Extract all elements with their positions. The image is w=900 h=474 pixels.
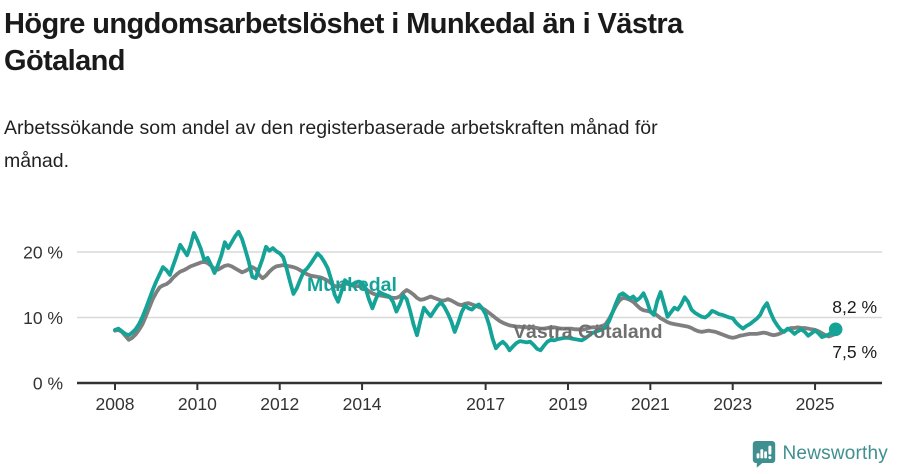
series-label-munkedal: Munkedal	[307, 274, 397, 296]
newsworthy-bubble-icon	[752, 441, 775, 468]
series-label-v-stra-g-taland: Västra Götaland	[513, 321, 663, 343]
y-tick-label: 10 %	[23, 308, 63, 328]
end-value-label: 8,2 %	[832, 297, 877, 317]
brand-name: Newsworthy	[782, 443, 888, 464]
x-tick-label: 2012	[260, 394, 299, 414]
page-subtitle: Arbetssökande som andel av den registerb…	[4, 117, 658, 173]
x-tick-label: 2014	[343, 394, 382, 414]
newsworthy-logo: Newsworthy	[752, 440, 888, 468]
x-tick-label: 2021	[631, 394, 670, 414]
y-tick-label: 20 %	[23, 243, 63, 263]
series-end-dot	[828, 322, 843, 337]
x-tick-label: 2023	[713, 394, 752, 414]
page-title: Högre ungdomsarbetslöshet i Munkedal än …	[4, 8, 683, 78]
x-tick-label: 2017	[466, 394, 505, 414]
x-tick-label: 2019	[549, 394, 588, 414]
x-tick-label: 2010	[178, 394, 217, 414]
x-tick-label: 2008	[96, 394, 135, 414]
x-tick-label: 2025	[796, 394, 835, 414]
end-value-label: 7,5 %	[832, 342, 877, 362]
y-tick-label: 0 %	[33, 374, 63, 394]
series-line-munkedal	[113, 229, 838, 353]
series-line-v-stra-g-taland	[113, 259, 838, 342]
